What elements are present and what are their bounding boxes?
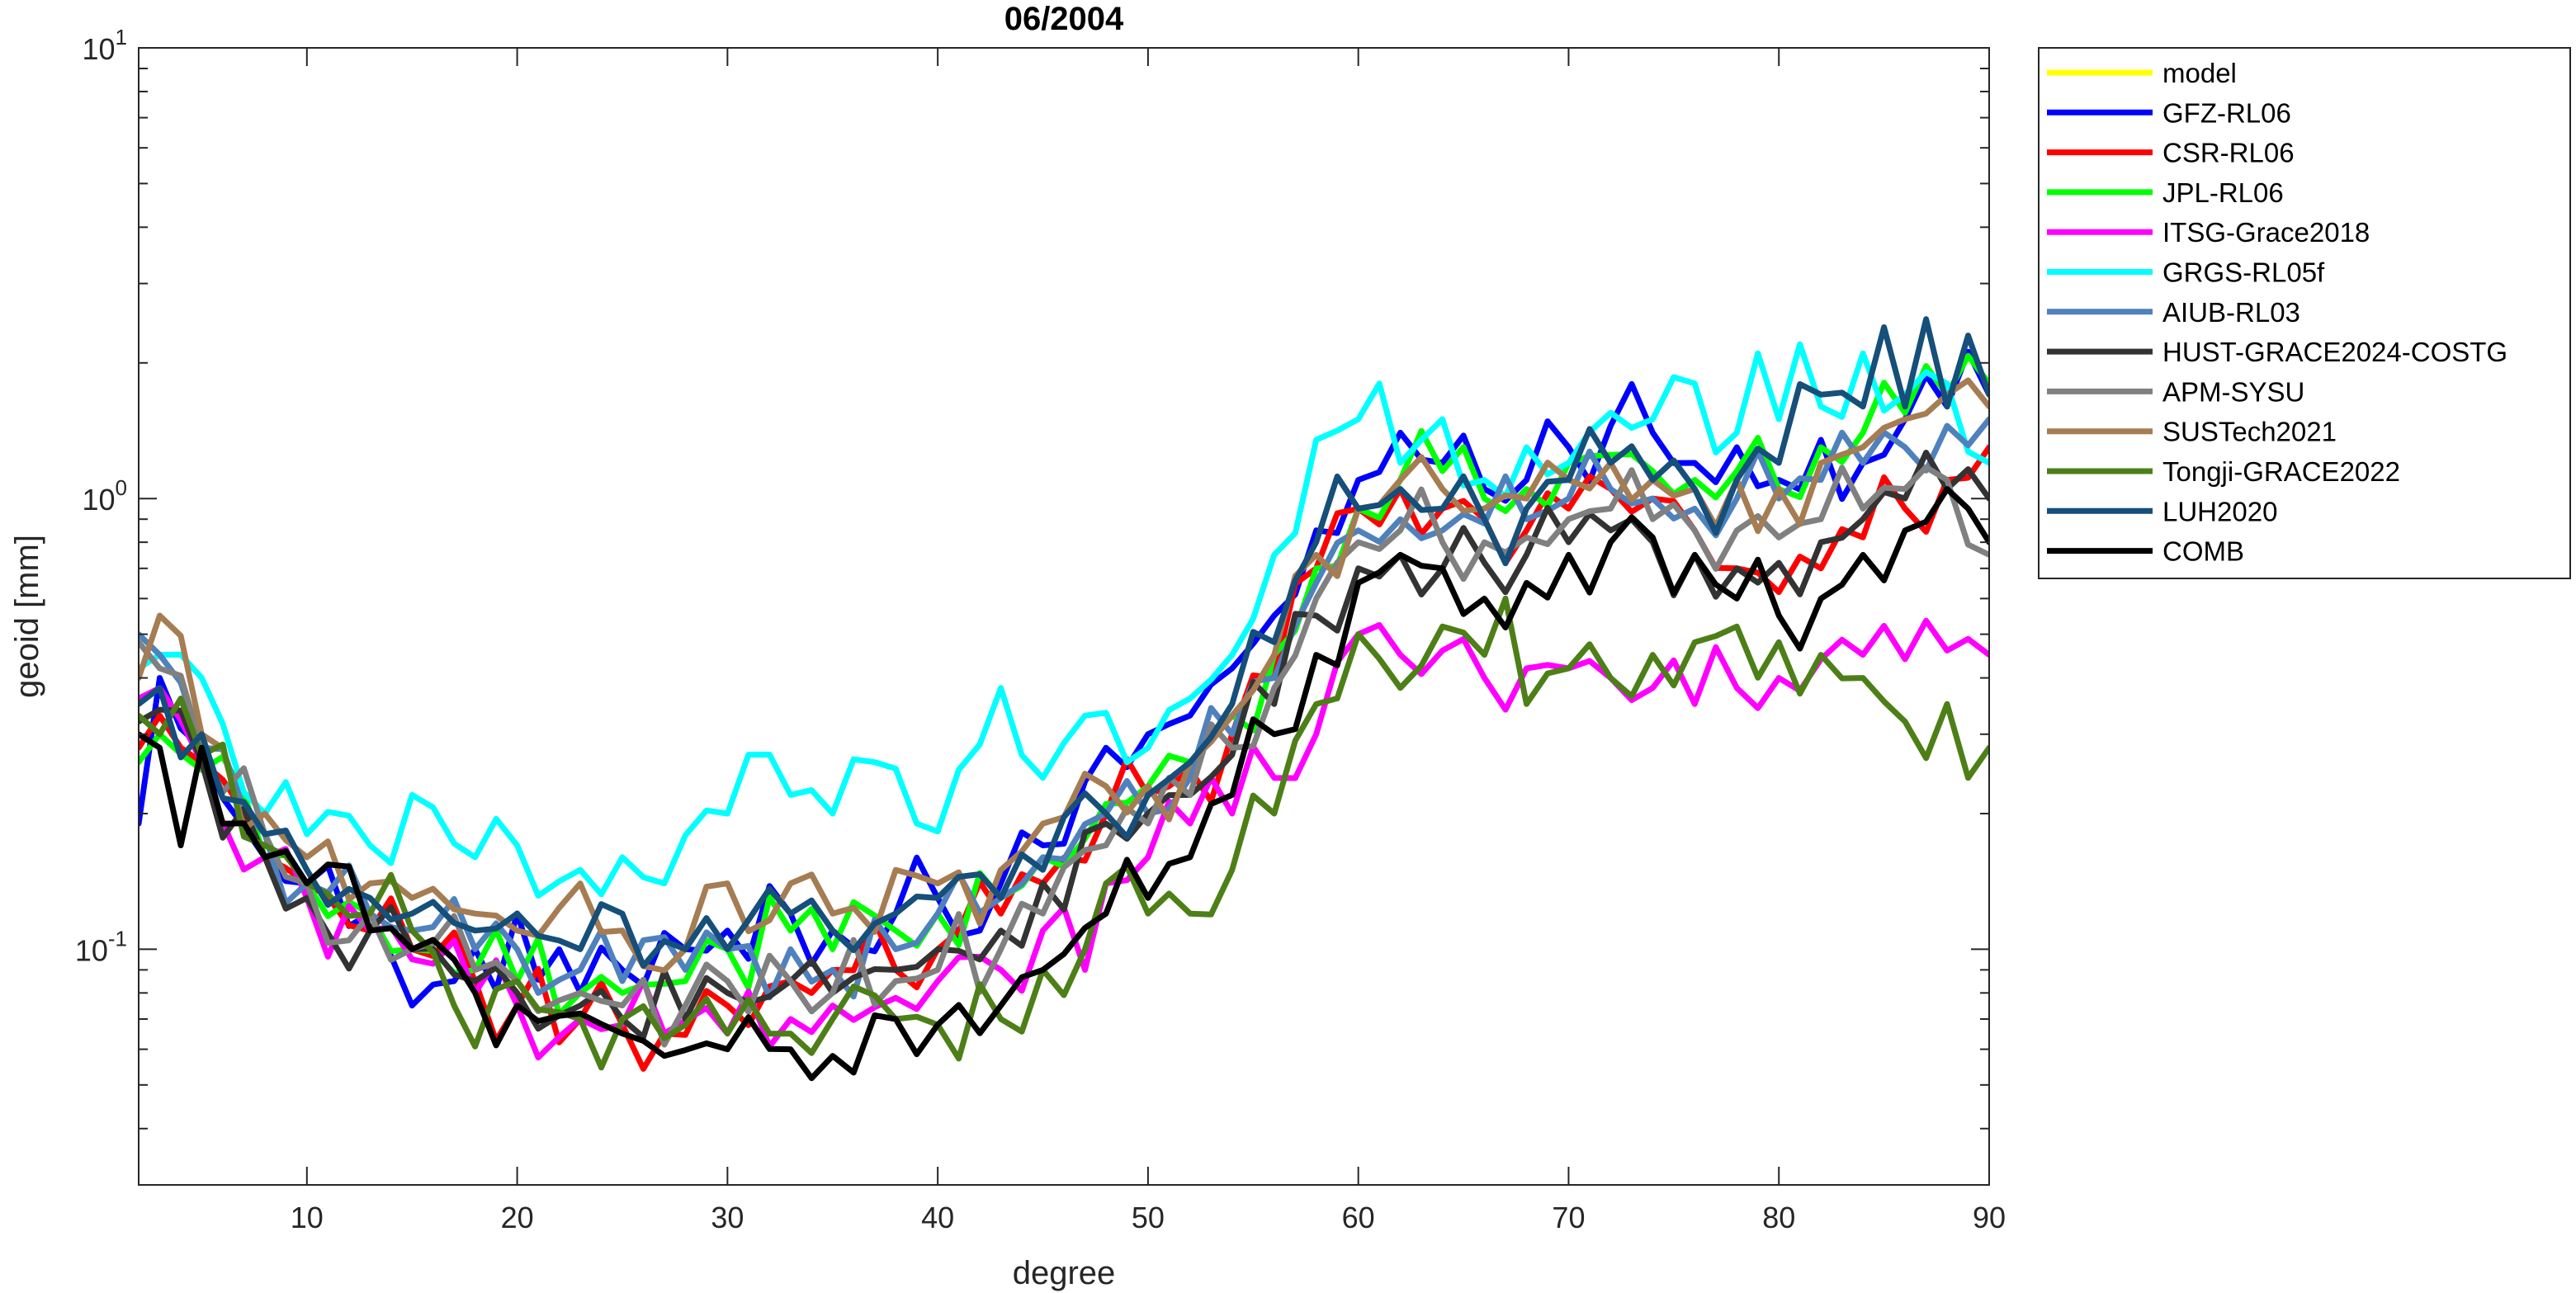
x-tick-label: 50 xyxy=(1132,1201,1165,1234)
legend: model GFZ-RL06 CSR-RL06 JPL-RL06 ITSG-Grace2… xyxy=(2038,47,2571,579)
x-tick-label: 60 xyxy=(1342,1201,1375,1234)
legend-label: LUH2020 xyxy=(2162,496,2277,526)
x-tick-label: 10 xyxy=(291,1201,324,1234)
x-tick-label: 90 xyxy=(1973,1201,2006,1234)
y-tick-label: 10-1 xyxy=(75,926,127,967)
x-tick-label: 70 xyxy=(1552,1201,1585,1234)
series-line-luh2020 xyxy=(139,316,1989,969)
y-tick-label-base: 10 xyxy=(82,32,115,66)
y-tick-label: 101 xyxy=(82,25,127,66)
y-tick-label-base: 10 xyxy=(82,483,115,517)
legend-label: JPL-RL06 xyxy=(2162,177,2284,208)
series-line-tongji-grace2022 xyxy=(139,595,1989,1071)
y-tick-label-base: 10 xyxy=(75,933,108,967)
legend-label: HUST-GRACE2024-COSTG xyxy=(2162,337,2507,367)
legend-label: SUSTech2021 xyxy=(2162,417,2337,447)
legend-label: COMB xyxy=(2162,536,2244,567)
y-tick-label-exponent: -1 xyxy=(108,926,127,951)
x-tick-label: 80 xyxy=(1762,1201,1795,1234)
x-tick-label: 30 xyxy=(711,1201,744,1234)
series-line-grgs-rl05f xyxy=(139,341,1989,899)
y-tick-label-exponent: 0 xyxy=(116,475,127,500)
x-tick-label: 40 xyxy=(921,1201,954,1234)
chart-title: 06/2004 xyxy=(1004,1,1124,37)
y-axis-label: geoid [mm] xyxy=(9,535,45,698)
legend-label: APM-SYSU xyxy=(2162,376,2304,407)
legend-label: ITSG-Grace2018 xyxy=(2162,217,2370,248)
legend-items: model GFZ-RL06 CSR-RL06 JPL-RL06 ITSG-Grace2… xyxy=(2047,58,2507,567)
legend-label: AIUB-RL03 xyxy=(2162,297,2300,328)
series-layer xyxy=(139,316,1989,1082)
legend-label: GRGS-RL05f xyxy=(2162,257,2325,288)
x-axis-label: degree xyxy=(1013,1255,1116,1291)
legend-label: model xyxy=(2162,58,2237,88)
y-tick-label-exponent: 1 xyxy=(116,25,127,50)
x-tick-label: 20 xyxy=(501,1201,534,1234)
axes-box xyxy=(138,47,1990,1186)
y-tick-label: 100 xyxy=(82,475,127,517)
axes-background xyxy=(139,48,1989,1185)
legend-label: CSR-RL06 xyxy=(2162,138,2295,168)
series-line-apm-sysu xyxy=(139,464,1989,1048)
legend-label: Tongji-GRACE2022 xyxy=(2162,456,2400,487)
series-line-comb xyxy=(139,486,1989,1082)
legend-label: GFZ-RL06 xyxy=(2162,97,2291,128)
